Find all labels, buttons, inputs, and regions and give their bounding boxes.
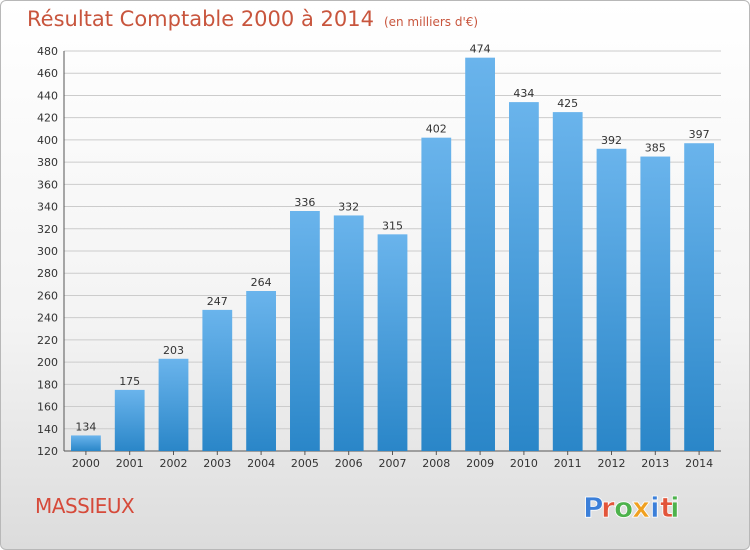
x-tick-label: 2010 xyxy=(510,457,538,470)
y-tick-label: 200 xyxy=(37,356,58,369)
data-label-2014: 397 xyxy=(689,128,710,141)
bar-2004 xyxy=(246,291,276,451)
bar-2013 xyxy=(640,156,671,452)
data-label-2010: 434 xyxy=(513,87,534,100)
data-label-2001: 175 xyxy=(119,375,140,388)
logo-letter: r xyxy=(601,491,615,524)
y-tick-label: 160 xyxy=(37,401,58,414)
x-tick-label: 2003 xyxy=(203,457,231,470)
data-label-2009: 474 xyxy=(470,43,491,56)
bar-2000 xyxy=(71,435,101,451)
bar-2011 xyxy=(552,112,583,451)
bar-2008 xyxy=(421,137,452,451)
logo-letter: x xyxy=(632,491,650,524)
y-tick-label: 220 xyxy=(37,334,58,347)
data-label-2003: 247 xyxy=(207,295,228,308)
bar-2005 xyxy=(290,211,320,451)
y-tick-label: 180 xyxy=(37,378,58,391)
bar-2002 xyxy=(158,358,189,451)
bar-2010 xyxy=(509,102,539,451)
y-tick-label: 280 xyxy=(37,267,58,280)
y-tick-label: 340 xyxy=(37,201,58,214)
x-tick-label: 2006 xyxy=(335,457,363,470)
y-tick-label: 440 xyxy=(37,89,58,102)
bar-layer xyxy=(71,57,714,452)
y-tick-label: 300 xyxy=(37,245,58,258)
data-label-2005: 336 xyxy=(294,196,315,209)
label-layer: 120 140 160 180 200 220 240 260 280 300 320 340 360 3… xyxy=(37,43,713,470)
y-tick-label: 140 xyxy=(37,423,58,436)
bar-2006 xyxy=(333,215,364,451)
logo-letter: P xyxy=(583,491,604,524)
y-tick-label: 240 xyxy=(37,312,58,325)
x-tick-label: 2005 xyxy=(291,457,319,470)
place-name: MASSIEUX xyxy=(35,494,135,518)
x-tick-label: 2002 xyxy=(160,457,188,470)
bar-2003 xyxy=(202,309,233,451)
y-tick-label: 120 xyxy=(37,445,58,458)
logo-letter: o xyxy=(614,491,633,524)
logo-letter: i xyxy=(650,491,660,524)
x-tick-label: 2007 xyxy=(379,457,407,470)
data-label-2006: 332 xyxy=(338,200,359,213)
logo-letter: i xyxy=(670,491,680,524)
data-label-2002: 203 xyxy=(163,344,184,357)
data-label-2008: 402 xyxy=(426,123,447,136)
data-label-2013: 385 xyxy=(645,142,666,155)
y-tick-label: 260 xyxy=(37,289,58,302)
data-label-2000: 134 xyxy=(75,420,96,433)
bar-2009 xyxy=(465,57,495,452)
x-tick-label: 2009 xyxy=(466,457,494,470)
y-tick-label: 380 xyxy=(37,156,58,169)
chart-title: Résultat Comptable 2000 à 2014 (en millie… xyxy=(27,7,478,31)
x-tick-label: 2013 xyxy=(641,457,669,470)
x-tick-label: 2011 xyxy=(554,457,582,470)
x-tick-label: 2008 xyxy=(422,457,450,470)
logo-letter: t xyxy=(660,491,673,524)
title-text: Résultat Comptable 2000 à 2014 xyxy=(27,7,374,31)
y-tick-label: 400 xyxy=(37,134,58,147)
unit-label: (en milliers d'€) xyxy=(383,15,479,29)
data-label-2012: 392 xyxy=(601,134,622,147)
x-tick-label: 2004 xyxy=(247,457,275,470)
data-label-2007: 315 xyxy=(382,219,403,232)
proxiti-logo: Pr ox i ti xyxy=(583,491,680,525)
x-tick-label: 2014 xyxy=(685,457,713,470)
bar-2012 xyxy=(596,148,627,451)
x-tick-label: 2001 xyxy=(116,457,144,470)
y-tick-label: 360 xyxy=(37,178,58,191)
y-tick-label: 480 xyxy=(37,45,58,58)
y-tick-label: 320 xyxy=(37,223,58,236)
x-tick-label: 2000 xyxy=(72,457,100,470)
bar-2001 xyxy=(114,389,145,451)
bar-2014 xyxy=(684,143,714,451)
x-tick-label: 2012 xyxy=(598,457,626,470)
y-tick-label: 420 xyxy=(37,112,58,125)
data-label-2004: 264 xyxy=(251,276,272,289)
bar-2007 xyxy=(377,234,408,451)
y-tick-label: 460 xyxy=(37,67,58,80)
data-label-2011: 425 xyxy=(557,97,578,110)
